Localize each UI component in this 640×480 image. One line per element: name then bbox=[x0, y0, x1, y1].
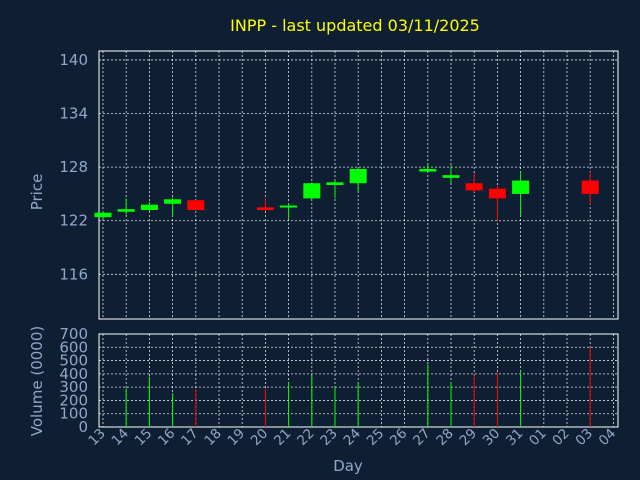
candle-body bbox=[187, 200, 205, 211]
volume-tick-label: 400 bbox=[59, 365, 88, 383]
candle-body bbox=[94, 212, 112, 218]
day-tick-label: 31 bbox=[503, 426, 526, 449]
candle-body bbox=[512, 180, 530, 194]
candle-body bbox=[419, 168, 437, 172]
day-tick-label: 25 bbox=[364, 426, 387, 449]
candle-body bbox=[164, 199, 182, 204]
day-tick-label: 14 bbox=[109, 426, 132, 449]
candle-body bbox=[442, 175, 460, 178]
day-tick-label: 22 bbox=[294, 426, 317, 449]
volume-tick-label: 200 bbox=[59, 391, 88, 409]
price-tick-label: 128 bbox=[59, 158, 88, 176]
day-tick-label: 30 bbox=[480, 426, 503, 449]
price-tick-label: 140 bbox=[59, 51, 88, 69]
price-tick-labels: 140 134 128 122 116 bbox=[59, 51, 88, 283]
day-tick-label: 27 bbox=[410, 426, 433, 449]
day-tick-label: 26 bbox=[387, 426, 410, 449]
price-axis-label: Price bbox=[28, 174, 46, 211]
candle-body bbox=[581, 180, 599, 194]
day-tick-label: 02 bbox=[549, 426, 572, 449]
day-tick-label: 03 bbox=[573, 426, 596, 449]
volume-tick-label: 100 bbox=[59, 405, 88, 423]
candle-body bbox=[140, 204, 158, 211]
volume-tick-label: 300 bbox=[59, 378, 88, 396]
volume-bars bbox=[125, 347, 591, 427]
day-tick-label: 04 bbox=[596, 426, 619, 449]
volume-tick-label: 0 bbox=[78, 418, 88, 436]
price-tick-label: 134 bbox=[59, 105, 88, 123]
candle-body bbox=[349, 168, 367, 184]
day-tick-labels: 13 14 15 16 17 18 19 20 21 22 23 24 25 26 27 28 29 30 31 01… bbox=[85, 426, 619, 449]
volume-tick-label: 600 bbox=[59, 338, 88, 356]
day-tick-label: 24 bbox=[341, 426, 364, 449]
candle-body bbox=[280, 205, 298, 208]
day-axis-label: Day bbox=[333, 457, 363, 475]
day-tick-label: 13 bbox=[85, 426, 108, 449]
candle-body bbox=[256, 207, 274, 211]
chart-title: INPP - last updated 03/11/2025 bbox=[230, 16, 480, 35]
candle-body bbox=[465, 183, 483, 191]
volume-tick-label: 500 bbox=[59, 352, 88, 370]
candle-body bbox=[326, 182, 344, 185]
day-tick-label: 29 bbox=[457, 426, 480, 449]
candle-body bbox=[488, 188, 506, 199]
day-tick-label: 15 bbox=[132, 426, 155, 449]
candles bbox=[94, 163, 599, 221]
day-tick-label: 01 bbox=[526, 426, 549, 449]
candle-body bbox=[303, 183, 321, 199]
candle-body bbox=[117, 209, 135, 212]
volume-axis-label: Volume (0000) bbox=[28, 326, 46, 436]
day-tick-label: 20 bbox=[248, 426, 271, 449]
price-tick-label: 122 bbox=[59, 212, 88, 230]
day-tick-label: 16 bbox=[155, 426, 178, 449]
day-tick-label: 19 bbox=[225, 426, 248, 449]
day-tick-label: 18 bbox=[201, 426, 224, 449]
day-tick-label: 23 bbox=[317, 426, 340, 449]
price-tick-label: 116 bbox=[59, 265, 88, 283]
day-tick-label: 21 bbox=[271, 426, 294, 449]
grid-lines bbox=[99, 51, 618, 428]
day-tick-label: 28 bbox=[433, 426, 456, 449]
volume-tick-label: 700 bbox=[59, 325, 88, 343]
day-tick-label: 17 bbox=[178, 426, 201, 449]
